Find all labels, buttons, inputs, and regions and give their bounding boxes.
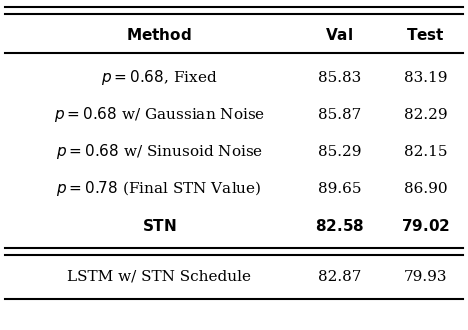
Text: $\mathbf{STN}$: $\mathbf{STN}$ <box>142 218 176 234</box>
Text: $p = 0.68$ w/ Gaussian Noise: $p = 0.68$ w/ Gaussian Noise <box>53 105 265 124</box>
Text: 82.29: 82.29 <box>404 108 448 122</box>
Text: 83.19: 83.19 <box>404 71 447 85</box>
Text: 85.83: 85.83 <box>318 71 361 85</box>
Text: $p = 0.68$ w/ Sinusoid Noise: $p = 0.68$ w/ Sinusoid Noise <box>56 142 263 161</box>
Text: $\mathbf{Val}$: $\mathbf{Val}$ <box>325 27 353 43</box>
Text: 79.93: 79.93 <box>404 270 447 283</box>
Text: LSTM w/ STN Schedule: LSTM w/ STN Schedule <box>67 270 251 283</box>
Text: $\mathbf{79.02}$: $\mathbf{79.02}$ <box>402 218 450 234</box>
Text: 85.29: 85.29 <box>318 145 361 159</box>
Text: $p = 0.68$, Fixed: $p = 0.68$, Fixed <box>101 68 217 87</box>
Text: $\mathbf{Test}$: $\mathbf{Test}$ <box>407 27 445 43</box>
Text: 82.15: 82.15 <box>404 145 447 159</box>
Text: 85.87: 85.87 <box>318 108 361 122</box>
Text: $\mathbf{Method}$: $\mathbf{Method}$ <box>126 27 192 43</box>
Text: 86.90: 86.90 <box>404 182 448 196</box>
Text: $\mathbf{82.58}$: $\mathbf{82.58}$ <box>314 218 364 234</box>
Text: $p = 0.78$ (Final STN Value): $p = 0.78$ (Final STN Value) <box>56 179 262 198</box>
Text: 82.87: 82.87 <box>318 270 361 283</box>
Text: 89.65: 89.65 <box>318 182 361 196</box>
